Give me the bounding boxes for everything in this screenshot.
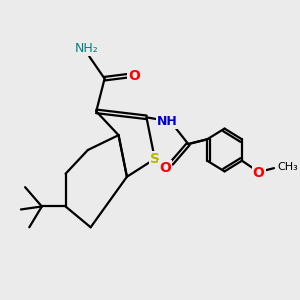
Text: NH: NH xyxy=(157,115,178,128)
Text: O: O xyxy=(128,69,140,83)
Text: O: O xyxy=(160,161,171,175)
Text: CH₃: CH₃ xyxy=(278,162,298,172)
Text: S: S xyxy=(150,152,160,166)
Text: O: O xyxy=(253,166,265,180)
Text: NH₂: NH₂ xyxy=(75,42,98,55)
